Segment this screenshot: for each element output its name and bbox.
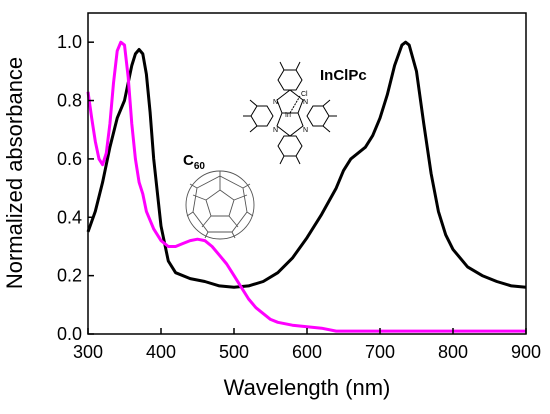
y-tick-label: 1.0 bbox=[57, 32, 82, 52]
x-tick-label: 600 bbox=[292, 342, 322, 362]
x-tick-label: 700 bbox=[365, 342, 395, 362]
x-tick-label: 900 bbox=[511, 342, 541, 362]
x-tick-label: 300 bbox=[73, 342, 103, 362]
c60-label-subscript: 60 bbox=[194, 161, 206, 172]
c60-label: C60 bbox=[183, 152, 205, 172]
y-tick-label: 0.0 bbox=[57, 324, 82, 344]
molecule-nitrogen-label-4: N bbox=[303, 127, 308, 134]
x-axis: 300 400 500 600 700 800 900 bbox=[73, 328, 541, 362]
x-tick-label: 400 bbox=[146, 342, 176, 362]
series-layer bbox=[86, 40, 527, 333]
series-line-2 bbox=[86, 40, 526, 333]
inclpc-structure-icon bbox=[243, 61, 337, 165]
molecule-nitrogen-label-3: N bbox=[273, 127, 278, 134]
molecule-nitrogen-label-2: N bbox=[303, 99, 308, 106]
molecule-metal-label: In bbox=[285, 112, 291, 119]
y-tick-label: 0.4 bbox=[57, 207, 82, 227]
y-tick-label: 0.6 bbox=[57, 149, 82, 169]
y-tick-label: 0.8 bbox=[57, 91, 82, 111]
x-tick-label: 800 bbox=[438, 342, 468, 362]
fullerene-structure-icon bbox=[185, 170, 255, 240]
series-line-1 bbox=[86, 40, 527, 289]
x-axis-title: Wavelength (nm) bbox=[224, 375, 391, 400]
molecule-nitrogen-label-1: N bbox=[273, 99, 278, 106]
molecule-ligand-label: Cl bbox=[301, 91, 308, 98]
y-tick-label: 0.2 bbox=[57, 266, 82, 286]
y-axis: 0.0 0.2 0.4 0.6 0.8 1.0 bbox=[57, 32, 94, 344]
x-tick-label: 500 bbox=[219, 342, 249, 362]
inclpc-label: InClPc bbox=[320, 67, 367, 84]
y-axis-title: Normalized absorbance bbox=[2, 57, 27, 289]
c60-label-main: C bbox=[183, 152, 194, 169]
